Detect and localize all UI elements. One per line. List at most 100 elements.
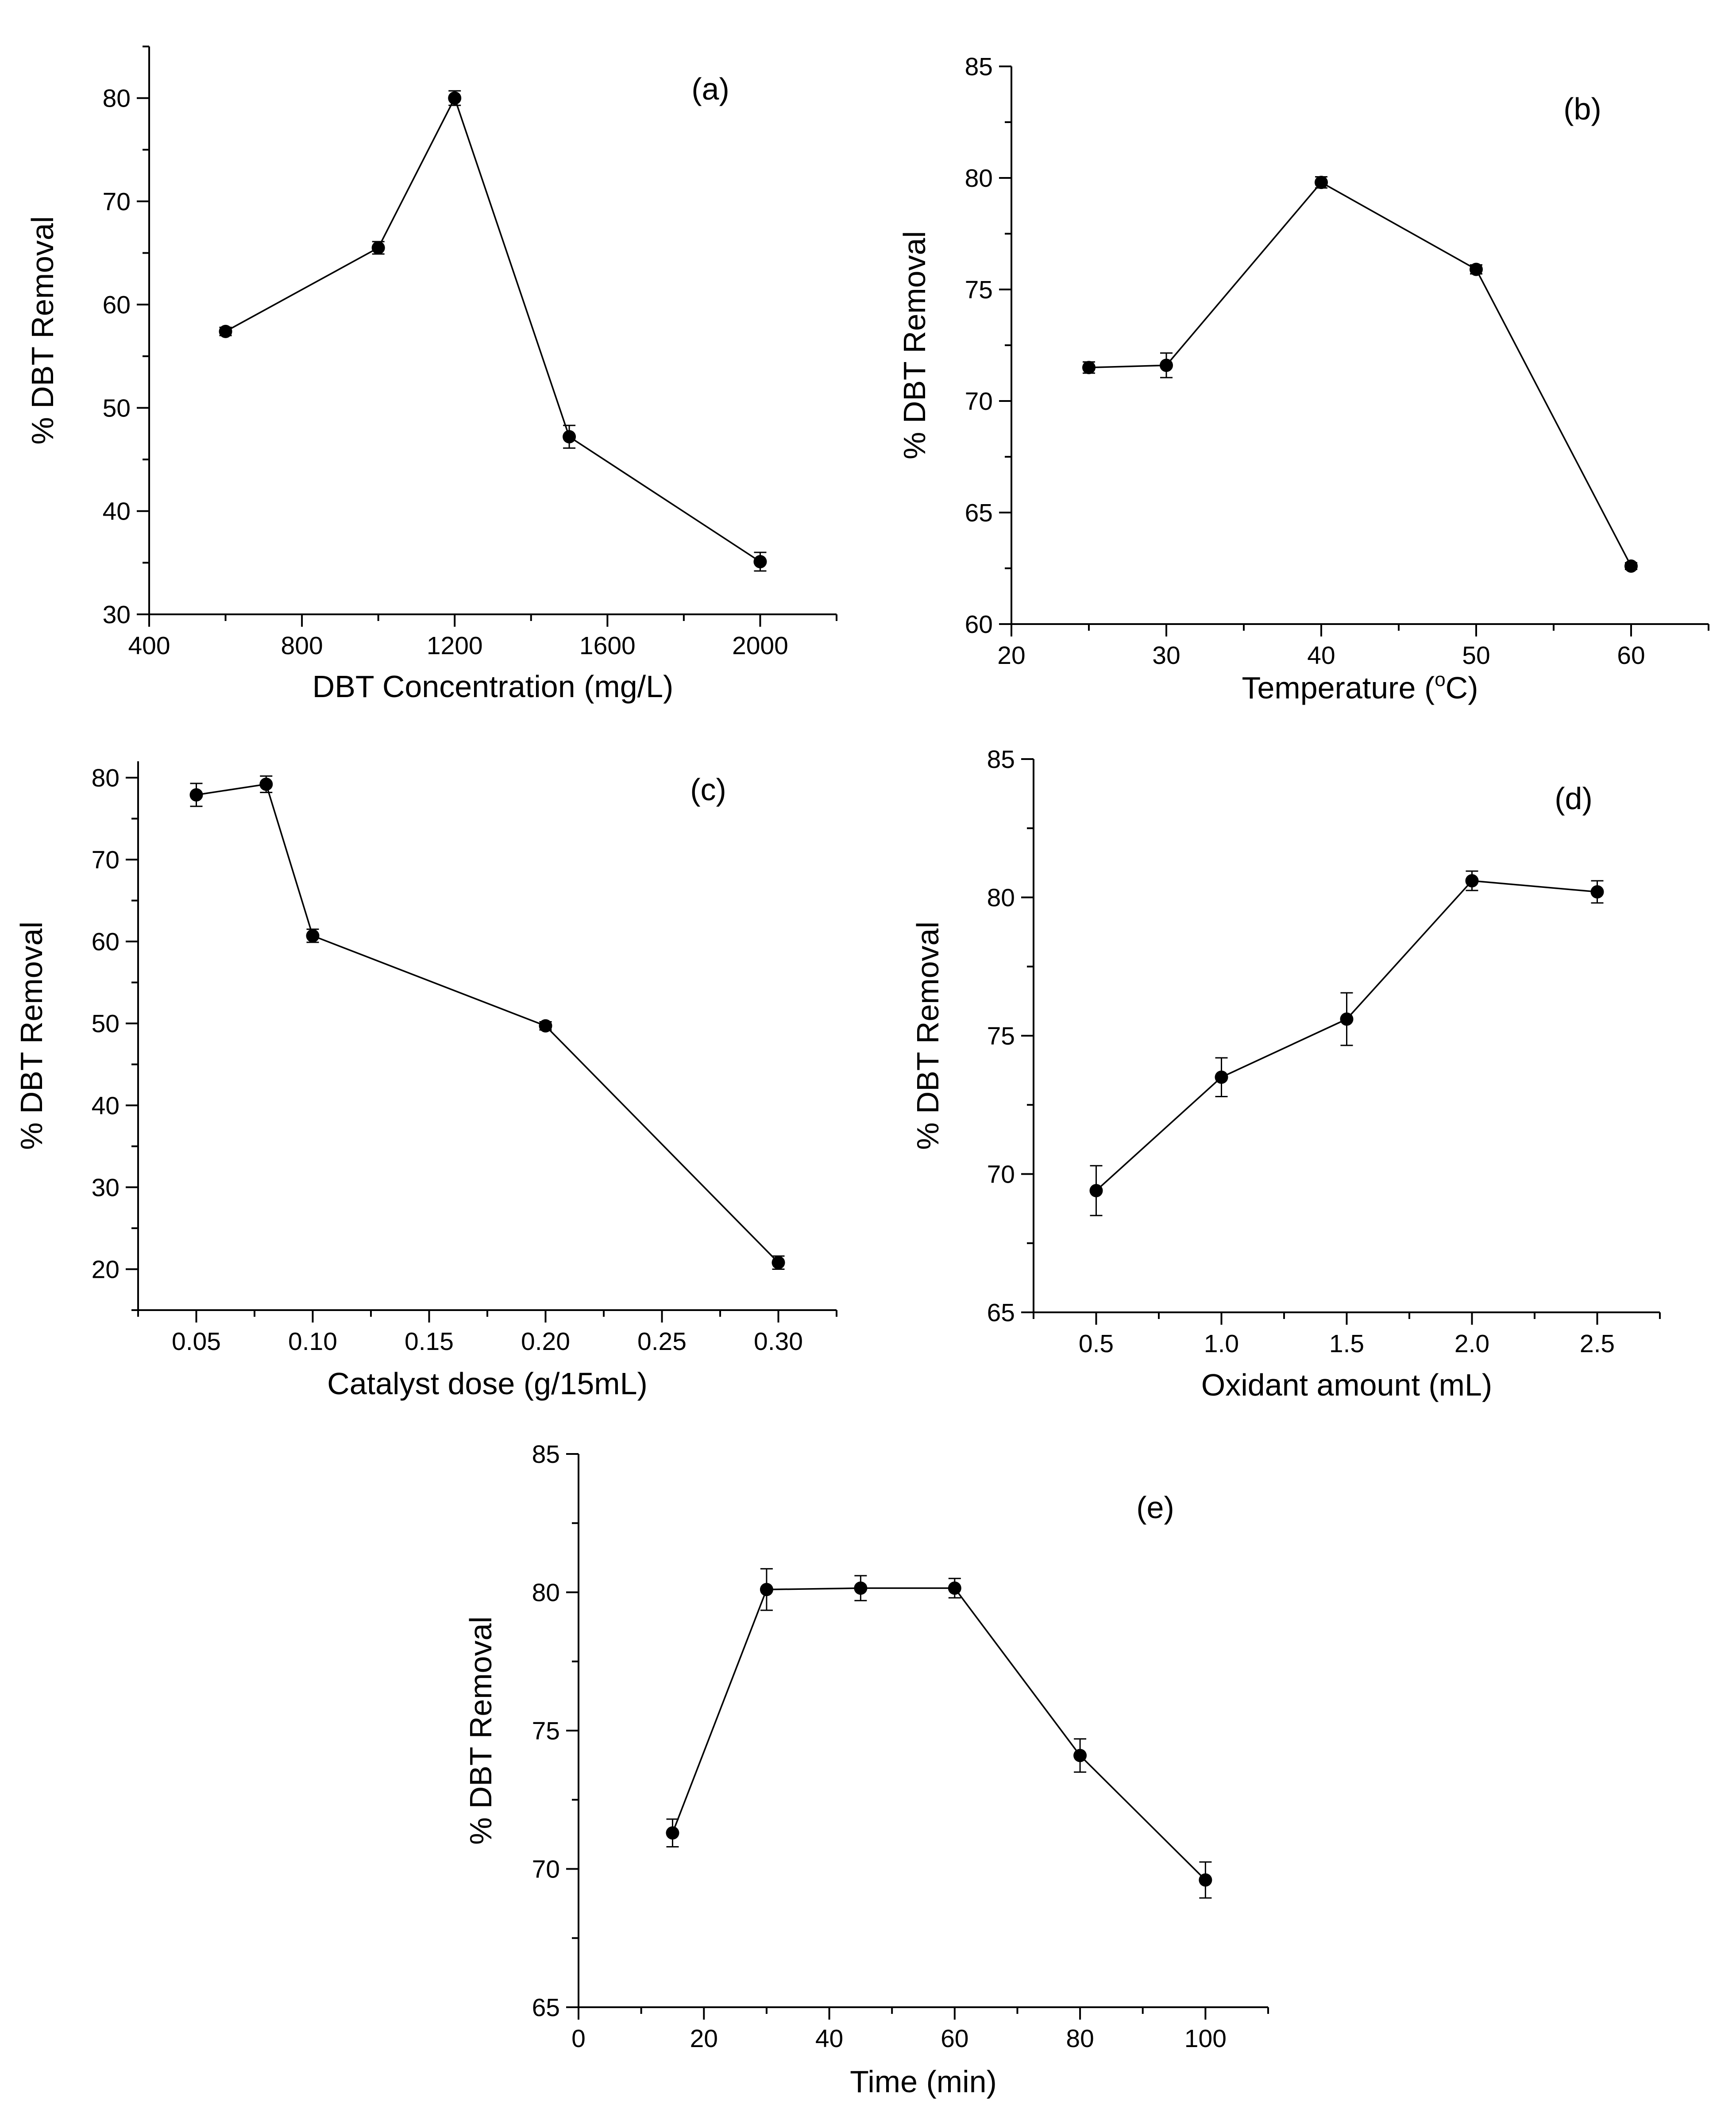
x-tick-label: 60: [1617, 641, 1645, 670]
y-tick-label: 60: [965, 610, 993, 639]
data-point: [306, 929, 320, 943]
y-tick-label: 80: [532, 1579, 560, 1607]
y-tick-label: 80: [987, 884, 1015, 912]
data-point: [563, 430, 576, 443]
data-point: [1315, 176, 1328, 189]
x-tick-label: 0.15: [405, 1327, 454, 1356]
data-point: [1465, 874, 1479, 887]
x-axis-label: Temperature (oC): [1242, 669, 1478, 705]
data-point: [1073, 1749, 1087, 1762]
x-axis-label: Catalyst dose (g/15mL): [327, 1366, 648, 1401]
x-tick-label: 0.30: [754, 1327, 803, 1356]
y-tick-label: 75: [532, 1717, 560, 1745]
data-point: [1160, 359, 1173, 372]
data-point: [948, 1581, 961, 1595]
data-point: [1082, 361, 1096, 374]
x-tick-label: 0.5: [1079, 1330, 1114, 1358]
data-point: [772, 1256, 785, 1269]
x-tick-label: 800: [281, 632, 323, 660]
series-line: [225, 96, 761, 563]
x-tick-label: 30: [1152, 641, 1180, 670]
data-point: [1624, 559, 1638, 573]
y-tick-label: 30: [103, 601, 131, 629]
x-axis-label: Oxidant amount (mL): [1201, 1368, 1492, 1402]
x-tick-label: 100: [1184, 2024, 1227, 2053]
data-point: [854, 1581, 868, 1595]
panel-label: (c): [690, 772, 726, 807]
x-tick-label: 400: [128, 632, 170, 660]
x-tick-label: 0.05: [172, 1327, 221, 1356]
chart-panel-a: 400 800 1200 1600 2000 30 40 50 60 70 80 DBT Concen…: [25, 46, 837, 704]
x-tick-label: 80: [1066, 2024, 1094, 2053]
y-tick-label: 80: [92, 764, 120, 792]
x-axis-label-text: Temperature (: [1242, 671, 1435, 705]
data-point: [371, 241, 385, 255]
y-tick-label: 40: [92, 1091, 120, 1120]
series-line: [196, 783, 779, 1263]
x-tick-label: 40: [815, 2024, 843, 2053]
y-tick-label: 80: [965, 164, 993, 193]
x-tick-label: 1.0: [1204, 1330, 1239, 1358]
chart-panel-e: 0 20 40 60 80 100 65 70 75 80 85 Time (min) % DBT Re…: [463, 1440, 1269, 2099]
y-tick-label: 70: [532, 1855, 560, 1884]
data-point: [753, 555, 767, 569]
y-tick-label: 85: [987, 745, 1015, 774]
chart-panel-b: 20 30 40 50 60 60 65 70 75 80 85 Temperature (oC) % …: [897, 53, 1709, 705]
x-tick-label: 0.25: [637, 1327, 687, 1356]
panel-label: (b): [1563, 92, 1601, 126]
x-tick-label: 0.20: [521, 1327, 570, 1356]
data-point: [1089, 1184, 1103, 1197]
data-point: [1590, 885, 1604, 898]
y-tick-label: 50: [92, 1010, 120, 1038]
x-tick-label: 2000: [732, 632, 788, 660]
y-tick-label: 85: [532, 1440, 560, 1469]
y-tick-label: 70: [987, 1161, 1015, 1189]
y-tick-label: 60: [103, 291, 131, 319]
x-axis-label-superscript: o: [1435, 669, 1445, 690]
x-tick-label: 1600: [579, 632, 636, 660]
y-tick-label: 40: [103, 497, 131, 526]
y-axis-label: % DBT Removal: [910, 922, 945, 1150]
x-tick-label: 2.0: [1454, 1330, 1489, 1358]
x-axis-label: Time (min): [850, 2064, 997, 2099]
y-tick-label: 60: [92, 928, 120, 956]
x-tick-label: 2.5: [1580, 1330, 1615, 1358]
y-axis-label: % DBT Removal: [897, 231, 932, 459]
data-point: [189, 788, 203, 802]
y-axis-label: % DBT Removal: [463, 1616, 498, 1845]
data-point: [666, 1826, 679, 1840]
data-point: [259, 777, 273, 791]
data-point: [1340, 1012, 1354, 1026]
data-point: [539, 1019, 552, 1033]
y-tick-label: 85: [965, 53, 993, 81]
y-tick-label: 20: [92, 1255, 120, 1284]
y-tick-label: 70: [92, 846, 120, 874]
y-tick-label: 75: [987, 1022, 1015, 1050]
y-tick-label: 30: [92, 1173, 120, 1202]
series-line: [1088, 181, 1632, 567]
data-point: [1470, 262, 1483, 276]
series-line: [671, 1587, 1206, 1881]
y-tick-label: 65: [987, 1299, 1015, 1327]
y-axis-label: % DBT Removal: [14, 922, 49, 1150]
panel-label: (a): [691, 72, 729, 106]
chart-panel-d: 0.5 1.0 1.5 2.0 2.5 65 70 75 80 85 Oxidant amount …: [910, 745, 1661, 1402]
y-tick-label: 50: [103, 394, 131, 422]
y-tick-label: 70: [103, 188, 131, 216]
x-tick-label: 50: [1462, 641, 1490, 670]
chart-panel-c: 0.05 0.10 0.15 0.20 0.25 0.30 20 30 40 50 60 70 80 Ca…: [14, 761, 837, 1401]
x-tick-label: 1200: [427, 632, 483, 660]
y-tick-label: 65: [532, 1994, 560, 2022]
y-tick-label: 65: [965, 499, 993, 527]
y-tick-label: 80: [103, 85, 131, 113]
data-point: [219, 324, 232, 338]
data-point: [760, 1583, 773, 1596]
x-tick-label: 20: [997, 641, 1025, 670]
data-point: [1199, 1873, 1212, 1887]
y-tick-label: 75: [965, 276, 993, 304]
data-point: [448, 91, 462, 105]
x-tick-label: 0: [571, 2024, 586, 2053]
x-tick-label: 1.5: [1329, 1330, 1364, 1358]
y-axis-label: % DBT Removal: [25, 216, 60, 444]
